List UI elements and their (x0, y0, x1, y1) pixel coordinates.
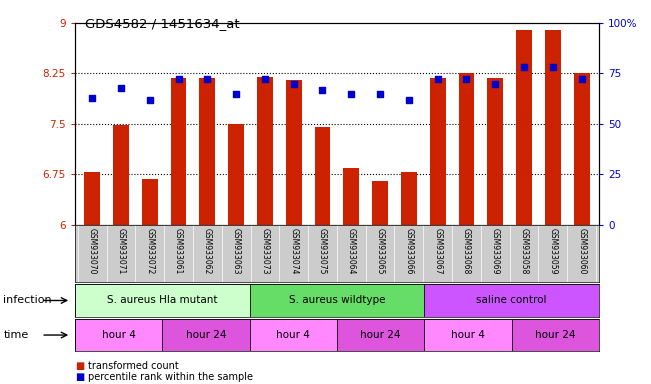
Point (87, 94, 98, 101)
Point (404, 97, 414, 103)
Text: S. aureus Hla mutant: S. aureus Hla mutant (107, 295, 217, 306)
Text: GDS4582 / 1451634_at: GDS4582 / 1451634_at (85, 17, 240, 30)
Point (202, 76, 212, 83)
Point (547, 65, 558, 71)
Bar (516, 30, 532, 225)
Bar (545, 30, 561, 225)
Point (519, 65, 529, 71)
Text: GSM933075: GSM933075 (318, 228, 327, 275)
Point (490, 81, 501, 87)
Text: GSM933069: GSM933069 (491, 228, 500, 275)
Bar (314, 127, 331, 225)
Bar (249, 284, 424, 317)
Text: GSM933062: GSM933062 (203, 228, 212, 275)
Bar (512, 319, 599, 351)
Text: GSM933066: GSM933066 (404, 228, 413, 275)
Bar (430, 78, 445, 225)
Bar (458, 73, 475, 225)
Text: GSM933071: GSM933071 (117, 228, 126, 275)
Point (288, 81, 299, 87)
Text: GSM933070: GSM933070 (88, 228, 96, 275)
Bar (84, 172, 100, 225)
Text: GSM933063: GSM933063 (232, 228, 241, 275)
Bar (249, 319, 337, 351)
Point (231, 91, 242, 97)
Bar (257, 77, 273, 225)
Point (317, 86, 327, 93)
Text: hour 4: hour 4 (276, 330, 310, 340)
Text: GSM933068: GSM933068 (462, 228, 471, 275)
Text: hour 4: hour 4 (451, 330, 485, 340)
Text: hour 24: hour 24 (360, 330, 401, 340)
Text: GSM933074: GSM933074 (289, 228, 298, 275)
Bar (113, 125, 129, 225)
Text: GSM933067: GSM933067 (433, 228, 442, 275)
Text: GSM933065: GSM933065 (376, 228, 385, 275)
Point (145, 97, 155, 103)
Bar (229, 124, 244, 225)
Text: GSM933073: GSM933073 (260, 228, 270, 275)
Bar (286, 80, 301, 225)
Bar (75, 284, 249, 317)
Text: ■: ■ (75, 361, 84, 371)
Text: hour 4: hour 4 (102, 330, 135, 340)
Point (173, 76, 184, 83)
Bar (424, 319, 512, 351)
Point (346, 91, 357, 97)
Text: GSM933064: GSM933064 (347, 228, 356, 275)
Bar (488, 78, 503, 225)
Text: hour 24: hour 24 (535, 330, 575, 340)
Bar (424, 284, 599, 317)
Point (576, 76, 587, 83)
Bar (337, 319, 424, 351)
Text: percentile rank within the sample: percentile rank within the sample (88, 372, 253, 382)
Text: GSM933060: GSM933060 (577, 228, 586, 275)
Bar (574, 73, 590, 225)
Text: saline control: saline control (477, 295, 547, 306)
Bar (171, 78, 186, 225)
Point (375, 91, 385, 97)
Bar (199, 78, 215, 225)
Bar (75, 319, 162, 351)
Text: time: time (3, 330, 29, 340)
Text: GSM933058: GSM933058 (519, 228, 529, 275)
Text: S. aureus wildtype: S. aureus wildtype (288, 295, 385, 306)
Text: transformed count: transformed count (88, 361, 178, 371)
Text: hour 24: hour 24 (186, 330, 226, 340)
Text: GSM933072: GSM933072 (145, 228, 154, 275)
Bar (142, 179, 158, 225)
Point (260, 76, 270, 83)
Bar (372, 181, 388, 225)
Point (116, 84, 126, 91)
Text: GSM933061: GSM933061 (174, 228, 183, 275)
Text: infection: infection (3, 295, 52, 306)
Text: ■: ■ (75, 372, 84, 382)
Text: GSM933059: GSM933059 (548, 228, 557, 275)
Bar (401, 172, 417, 225)
Bar (162, 319, 249, 351)
Point (432, 76, 443, 83)
Point (462, 76, 472, 83)
Bar (343, 167, 359, 225)
